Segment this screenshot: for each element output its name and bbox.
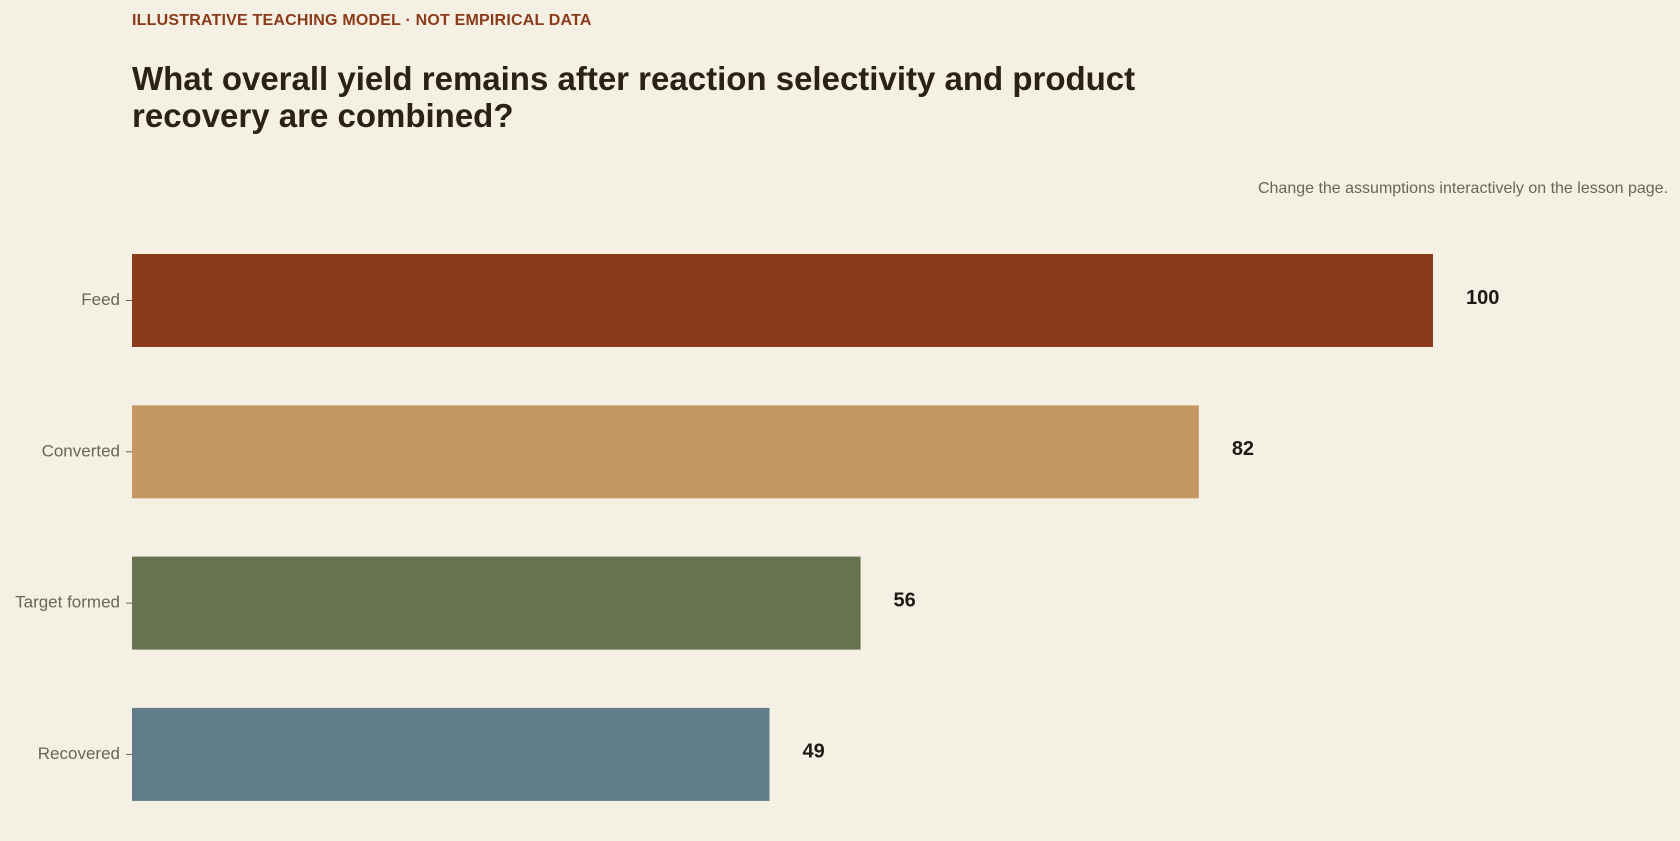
- bar-target-formed: [132, 556, 861, 650]
- bar-recovered: [132, 707, 770, 801]
- eyebrow-label: ILLUSTRATIVE TEACHING MODEL · NOT EMPIRI…: [132, 12, 592, 29]
- value-label: 82: [1232, 438, 1254, 460]
- category-label: Converted: [42, 441, 120, 460]
- bar-converted: [132, 405, 1199, 499]
- bar-feed: [132, 254, 1433, 347]
- category-label: Feed: [81, 290, 120, 309]
- value-label: 100: [1466, 287, 1499, 309]
- interactive-note: Change the assumptions interactively on …: [1257, 180, 1668, 197]
- category-label: Recovered: [38, 744, 120, 763]
- value-label: 49: [802, 741, 824, 763]
- value-label: 56: [894, 589, 916, 611]
- category-label: Target formed: [15, 593, 120, 612]
- chart-title: What overall yield remains after reactio…: [132, 60, 1136, 134]
